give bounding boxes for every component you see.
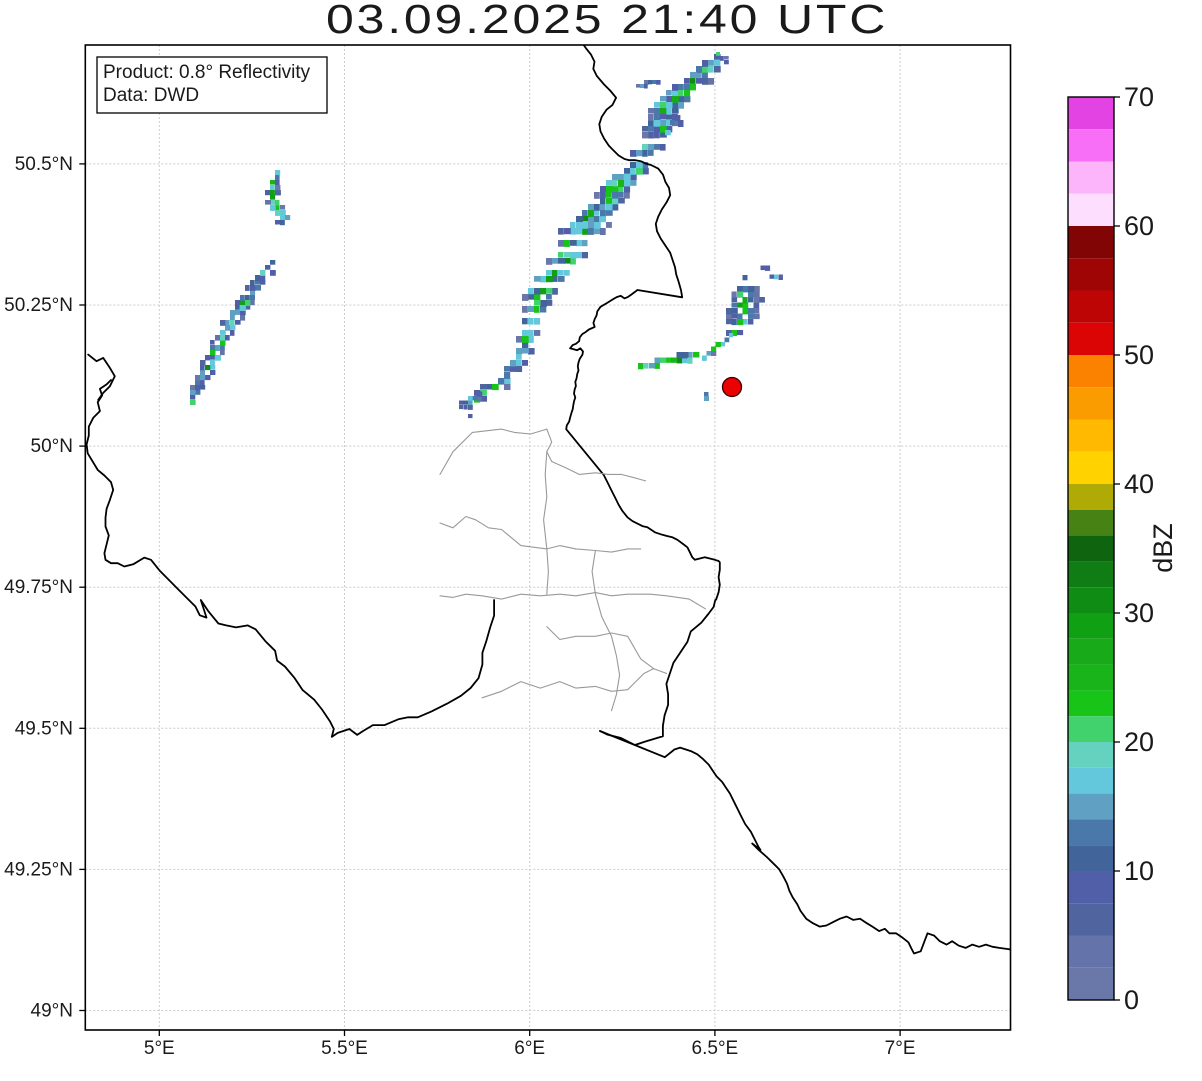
svg-text:49.25°N: 49.25°N: [4, 859, 73, 880]
svg-text:49.5°N: 49.5°N: [15, 718, 73, 739]
svg-text:6.5°E: 6.5°E: [692, 1038, 739, 1059]
svg-text:dBZ: dBZ: [1148, 523, 1178, 573]
svg-text:10: 10: [1124, 856, 1154, 886]
svg-text:Data: DWD: Data: DWD: [103, 85, 199, 106]
svg-text:7°E: 7°E: [885, 1038, 916, 1059]
svg-text:60: 60: [1124, 211, 1154, 241]
svg-text:50: 50: [1124, 340, 1154, 370]
svg-text:49°N: 49°N: [31, 1001, 73, 1022]
svg-text:20: 20: [1124, 727, 1154, 757]
svg-text:30: 30: [1124, 598, 1154, 628]
svg-text:49.75°N: 49.75°N: [4, 577, 73, 598]
svg-text:5.5°E: 5.5°E: [321, 1038, 368, 1059]
svg-text:40: 40: [1124, 469, 1154, 499]
svg-text:0: 0: [1124, 985, 1139, 1015]
svg-text:50°N: 50°N: [31, 436, 73, 457]
svg-text:6°E: 6°E: [514, 1038, 545, 1059]
svg-text:5°E: 5°E: [144, 1038, 175, 1059]
svg-text:70: 70: [1124, 82, 1154, 112]
svg-text:50.5°N: 50.5°N: [15, 154, 73, 175]
svg-text:50.25°N: 50.25°N: [4, 295, 73, 316]
svg-text:Product: 0.8° Reflectivity: Product: 0.8° Reflectivity: [103, 62, 311, 83]
